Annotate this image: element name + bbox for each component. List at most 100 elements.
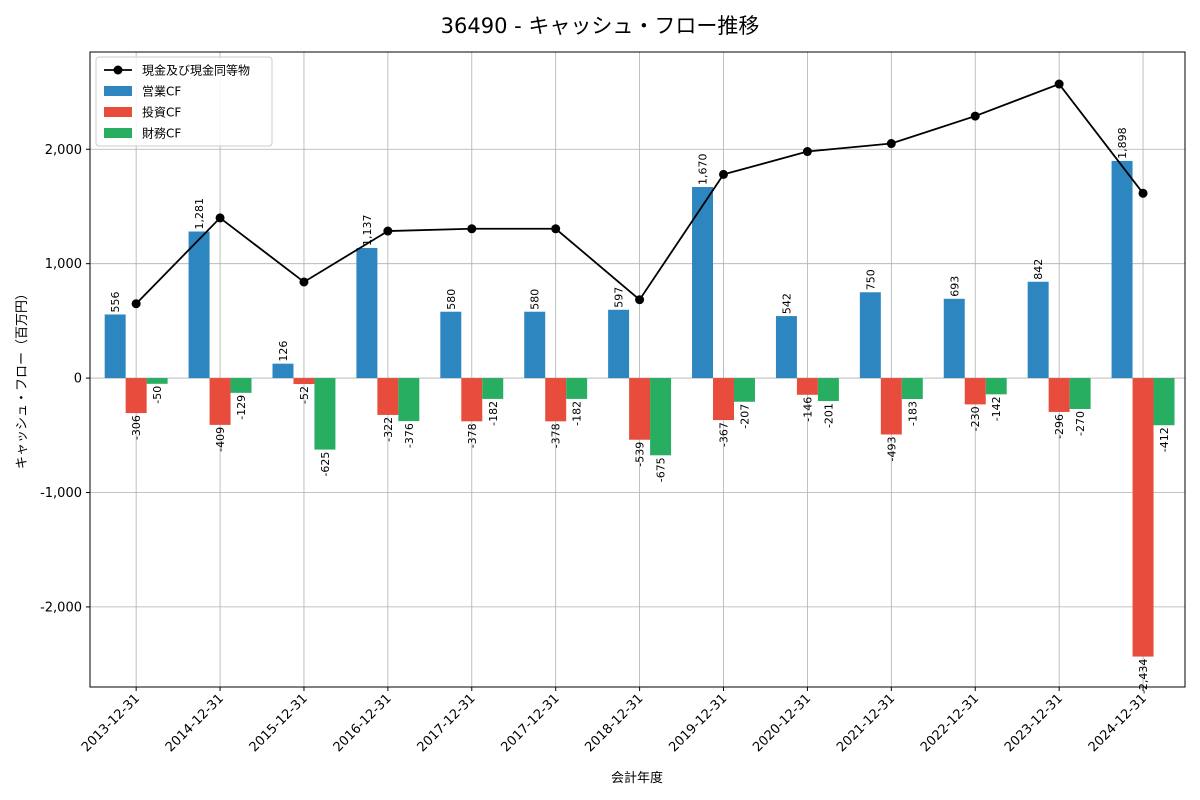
bar-value-label: -367 — [718, 422, 731, 447]
cash-balance-point — [215, 213, 225, 223]
legend-swatch — [104, 86, 132, 96]
cash-balance-point — [635, 295, 645, 305]
bar-value-label: -50 — [151, 386, 164, 404]
bar — [796, 378, 818, 395]
bar-value-label: 580 — [529, 289, 542, 310]
legend-label: 投資CF — [142, 105, 181, 120]
legend-label: 財務CF — [142, 126, 181, 141]
bar — [209, 378, 231, 425]
bar — [985, 378, 1007, 395]
bar-value-label: -52 — [298, 386, 311, 404]
bar-value-label: 1,670 — [697, 154, 710, 186]
bar-value-label: -129 — [235, 395, 248, 420]
x-tick-label: 2018-12-31 — [582, 691, 646, 755]
bar — [104, 314, 126, 379]
line-layer — [131, 79, 1148, 309]
bar — [1111, 160, 1133, 379]
bar — [692, 187, 714, 379]
bar-value-label: 542 — [780, 293, 793, 314]
bar — [859, 292, 881, 379]
y-tick-label: -2,000 — [40, 600, 82, 615]
bar — [356, 247, 378, 379]
data-labels-layer: 556 1,281 126 1,137 580 580 597 1,670 542 750 693 8… — [109, 127, 1171, 694]
bar — [1153, 378, 1175, 426]
bar-value-label: -182 — [487, 401, 500, 426]
y-tick-label: 0 — [74, 372, 82, 387]
bar-value-label: -412 — [1158, 427, 1171, 452]
bar — [650, 378, 672, 456]
bar — [880, 378, 902, 435]
x-tick-label: 2016-12-31 — [331, 691, 395, 755]
cash-balance-point — [802, 147, 812, 157]
bar — [964, 378, 986, 405]
bar-value-label: -378 — [466, 423, 479, 448]
cash-balance-point — [719, 169, 729, 179]
bar — [943, 298, 965, 379]
bar — [524, 311, 546, 379]
bar — [1048, 378, 1070, 412]
bar-value-label: 580 — [445, 289, 458, 310]
bar — [1069, 378, 1091, 409]
x-tick-label: 2024-12-31 — [1086, 691, 1150, 755]
bar-value-label: -322 — [382, 417, 395, 442]
x-axis-label: 会計年度 — [611, 770, 663, 786]
bar — [230, 378, 252, 393]
x-tick-label: 2023-12-31 — [1002, 691, 1066, 755]
bar — [1027, 281, 1049, 379]
bars-layer — [104, 160, 1175, 657]
bar — [188, 231, 210, 379]
bar-value-label: -142 — [990, 396, 1003, 421]
bar-value-label: -230 — [969, 406, 982, 431]
cash-balance-point — [131, 299, 141, 309]
y-axis-label: キャッシュ・フロー（百万円） — [15, 287, 30, 469]
legend-label: 現金及び現金同等物 — [142, 63, 250, 78]
bar-value-label: -182 — [571, 401, 584, 426]
x-tick-label: 2013-12-31 — [79, 691, 143, 755]
bar — [440, 311, 462, 379]
bar — [125, 378, 147, 414]
bar-value-label: 1,281 — [193, 198, 206, 230]
bar-value-label: -376 — [403, 423, 416, 448]
bar-value-label: -493 — [885, 436, 898, 461]
bar-value-label: -409 — [214, 427, 227, 452]
bar — [566, 378, 588, 399]
cash-balance-point — [886, 139, 896, 149]
bar — [713, 378, 734, 421]
x-tick-label: 2021-12-31 — [834, 691, 898, 755]
bar — [901, 378, 923, 400]
legend-box — [95, 56, 273, 147]
bar-value-label: -539 — [634, 442, 647, 467]
bar-value-label: 750 — [864, 269, 877, 290]
cash-balance-point — [383, 226, 393, 236]
bar — [608, 309, 630, 379]
y-tick-label: -1,000 — [40, 486, 82, 501]
bar-value-label: 693 — [948, 276, 961, 297]
bar-value-label: -183 — [906, 401, 919, 426]
bar-value-label: -2,434 — [1137, 659, 1150, 694]
bar — [272, 363, 294, 379]
bar — [377, 378, 399, 415]
legend-swatch — [104, 107, 132, 117]
bar-value-label: 1,137 — [361, 214, 374, 246]
legend-label: 営業CF — [142, 85, 181, 99]
bar — [482, 378, 504, 399]
bar-value-label: -146 — [801, 397, 814, 422]
bar-value-label: -378 — [550, 423, 563, 448]
y-tick-label: 2,000 — [45, 143, 82, 158]
bar-value-label: -201 — [822, 403, 835, 428]
bar-value-label: 556 — [109, 291, 122, 312]
cash-balance-point — [1138, 188, 1148, 198]
bar-value-label: 597 — [613, 287, 626, 308]
bar — [1132, 378, 1154, 657]
x-tick-label: 2017-12-31 — [498, 691, 562, 755]
bar-value-label: 842 — [1032, 259, 1045, 280]
grid-layer — [90, 52, 1185, 687]
bar — [314, 378, 336, 450]
bar — [817, 378, 839, 402]
bar — [733, 378, 755, 402]
bar — [146, 378, 168, 384]
bar — [461, 378, 483, 422]
